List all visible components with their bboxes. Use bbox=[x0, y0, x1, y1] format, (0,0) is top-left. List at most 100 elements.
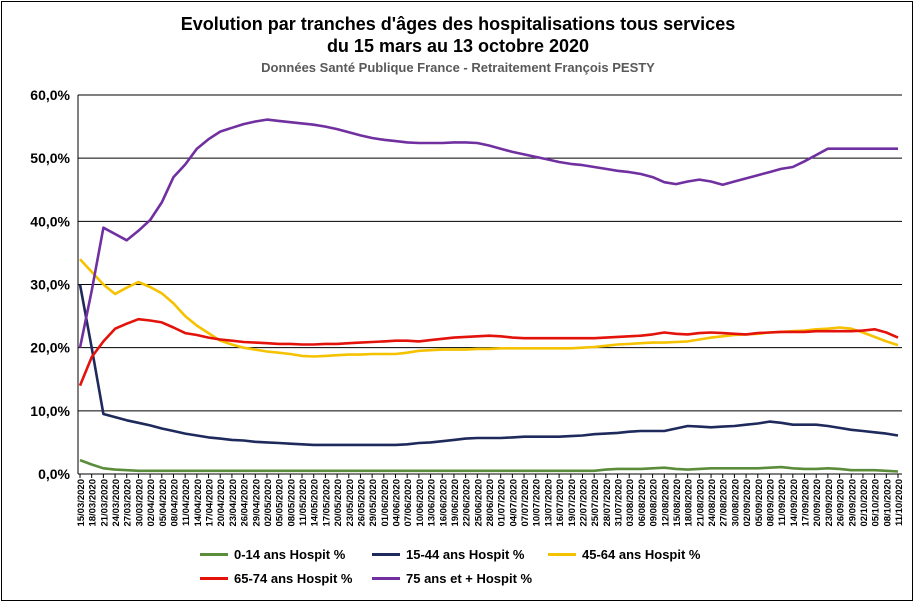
x-tick-label: 14/05/2020 bbox=[310, 479, 321, 527]
x-tick-label: 08/05/2020 bbox=[286, 479, 297, 527]
legend-swatch-75-plus bbox=[372, 577, 400, 580]
x-tick-label: 28/07/2020 bbox=[602, 479, 613, 527]
series-line-4 bbox=[78, 118, 898, 348]
x-tick-label: 19/06/2020 bbox=[450, 479, 461, 527]
legend-label-75-plus: 75 ans et + Hospit % bbox=[406, 571, 533, 586]
x-tick-label: 13/06/2020 bbox=[427, 479, 438, 527]
x-tick-label: 26/04/2020 bbox=[240, 479, 251, 527]
series-line-1 bbox=[78, 284, 899, 447]
x-tick-label: 11/04/2020 bbox=[181, 479, 192, 526]
x-tick-label: 30/03/2020 bbox=[134, 479, 145, 527]
x-tick-label: 22/07/2020 bbox=[578, 479, 589, 527]
x-tick-label: 23/05/2020 bbox=[345, 479, 356, 527]
x-tick-label: 14/09/2020 bbox=[789, 479, 800, 527]
x-tick-label: 17/04/2020 bbox=[205, 479, 216, 527]
x-tick-label: 10/06/2020 bbox=[415, 479, 426, 527]
x-tick-label: 11/09/2020 bbox=[777, 479, 788, 526]
x-tick-label: 27/03/2020 bbox=[123, 479, 134, 527]
chart-source: Données Santé Publique France - Retraite… bbox=[261, 60, 655, 75]
x-tick-label: 17/05/2020 bbox=[321, 479, 332, 527]
legend-label-45-64: 45-64 ans Hospit % bbox=[582, 547, 701, 562]
y-tick-label: 20,0% bbox=[30, 340, 70, 356]
x-tick-label: 05/05/2020 bbox=[275, 479, 286, 527]
x-tick-label: 21/03/2020 bbox=[99, 479, 110, 527]
x-tick-label: 25/07/2020 bbox=[590, 479, 601, 527]
legend-item-0-14: 0-14 ans Hospit % bbox=[200, 547, 345, 562]
x-tick-label: 01/06/2020 bbox=[380, 479, 391, 527]
x-tick-label: 04/06/2020 bbox=[392, 479, 403, 527]
x-tick-label: 20/09/2020 bbox=[812, 479, 823, 527]
legend-swatch-65-74 bbox=[200, 577, 228, 580]
x-tick-label: 21/08/2020 bbox=[695, 479, 706, 527]
x-tick-label: 02/05/2020 bbox=[263, 479, 274, 527]
x-tick-label: 18/08/2020 bbox=[684, 479, 695, 527]
x-tick-label: 31/07/2020 bbox=[614, 479, 625, 527]
x-tick-label: 05/09/2020 bbox=[754, 479, 765, 527]
x-tick-label: 11/10/2020 bbox=[894, 479, 905, 526]
x-tick-label: 20/04/2020 bbox=[216, 479, 227, 527]
x-tick-label: 19/07/2020 bbox=[567, 479, 578, 527]
x-tick-label: 24/03/2020 bbox=[111, 479, 122, 527]
legend-label-15-44: 15-44 ans Hospit % bbox=[406, 547, 525, 562]
x-tick-label: 11/05/2020 bbox=[298, 479, 309, 526]
x-tick-label: 23/09/2020 bbox=[824, 479, 835, 527]
x-tick-label: 14/04/2020 bbox=[193, 479, 204, 527]
x-tick-label: 07/06/2020 bbox=[403, 479, 414, 527]
y-tick-label: 40,0% bbox=[30, 213, 70, 229]
y-tick-label: 50,0% bbox=[30, 150, 70, 166]
x-tick-label: 08/10/2020 bbox=[882, 479, 893, 527]
chart-subtitle: du 15 mars au 13 octobre 2020 bbox=[326, 36, 590, 56]
x-tick-label: 16/07/2020 bbox=[555, 479, 566, 527]
x-tick-label: 08/04/2020 bbox=[169, 479, 180, 527]
legend-item-65-74: 65-74 ans Hospit % bbox=[200, 571, 353, 586]
x-tick-label: 05/10/2020 bbox=[871, 479, 882, 527]
legend-swatch-15-44 bbox=[372, 553, 400, 556]
legend-swatch-45-64 bbox=[548, 553, 576, 556]
x-tick-label: 27/08/2020 bbox=[719, 479, 730, 527]
x-tick-label: 03/08/2020 bbox=[625, 479, 636, 527]
x-tick-label: 07/07/2020 bbox=[520, 479, 531, 527]
x-tick-label: 09/08/2020 bbox=[649, 479, 660, 527]
x-tick-label: 17/09/2020 bbox=[801, 479, 812, 527]
chart-title: Evolution par tranches d'âges des hospit… bbox=[180, 14, 736, 34]
x-tick-label: 20/05/2020 bbox=[333, 479, 344, 527]
x-tick-label: 16/06/2020 bbox=[438, 479, 449, 527]
y-tick-label: 30,0% bbox=[30, 277, 70, 293]
x-tick-label: 24/08/2020 bbox=[707, 479, 718, 527]
x-tick-label: 08/09/2020 bbox=[765, 479, 776, 527]
x-tick-label: 29/05/2020 bbox=[368, 479, 379, 527]
series-line-3 bbox=[78, 317, 899, 387]
x-tick-label: 15/03/2020 bbox=[76, 479, 87, 527]
x-tick-label: 02/10/2020 bbox=[859, 479, 870, 527]
legend-label-0-14: 0-14 ans Hospit % bbox=[234, 547, 346, 562]
y-tick-label: 60,0% bbox=[30, 87, 70, 103]
x-tick-label: 13/07/2020 bbox=[543, 479, 554, 527]
x-tick-label: 25/06/2020 bbox=[473, 479, 484, 527]
legend-item-75-plus: 75 ans et + Hospit % bbox=[372, 571, 532, 586]
y-tick-label: 0,0% bbox=[38, 466, 70, 482]
x-tick-label: 05/04/2020 bbox=[158, 479, 169, 527]
series-line-2 bbox=[79, 258, 899, 358]
legend-swatch-0-14 bbox=[200, 553, 228, 556]
x-tick-label: 18/03/2020 bbox=[88, 479, 99, 527]
legend-item-45-64: 45-64 ans Hospit % bbox=[548, 547, 701, 562]
x-tick-label: 29/04/2020 bbox=[251, 479, 262, 527]
x-tick-label: 01/07/2020 bbox=[497, 479, 508, 527]
x-tick-label: 02/09/2020 bbox=[742, 479, 753, 527]
x-tick-label: 12/08/2020 bbox=[660, 479, 671, 527]
series-line-0 bbox=[79, 458, 899, 473]
legend-item-15-44: 15-44 ans Hospit % bbox=[372, 547, 525, 562]
x-tick-label: 23/04/2020 bbox=[228, 479, 239, 527]
x-tick-label: 30/08/2020 bbox=[730, 479, 741, 527]
x-tick-label: 15/08/2020 bbox=[672, 479, 683, 527]
x-tick-label: 26/09/2020 bbox=[836, 479, 847, 527]
x-tick-label: 29/09/2020 bbox=[847, 479, 858, 527]
x-tick-label: 26/05/2020 bbox=[356, 479, 367, 527]
x-tick-label: 04/07/2020 bbox=[508, 479, 519, 527]
y-tick-label: 10,0% bbox=[30, 403, 70, 419]
legend-label-65-74: 65-74 ans Hospit % bbox=[234, 571, 353, 586]
x-tick-label: 10/07/2020 bbox=[532, 479, 543, 527]
x-tick-label: 06/08/2020 bbox=[637, 479, 648, 527]
